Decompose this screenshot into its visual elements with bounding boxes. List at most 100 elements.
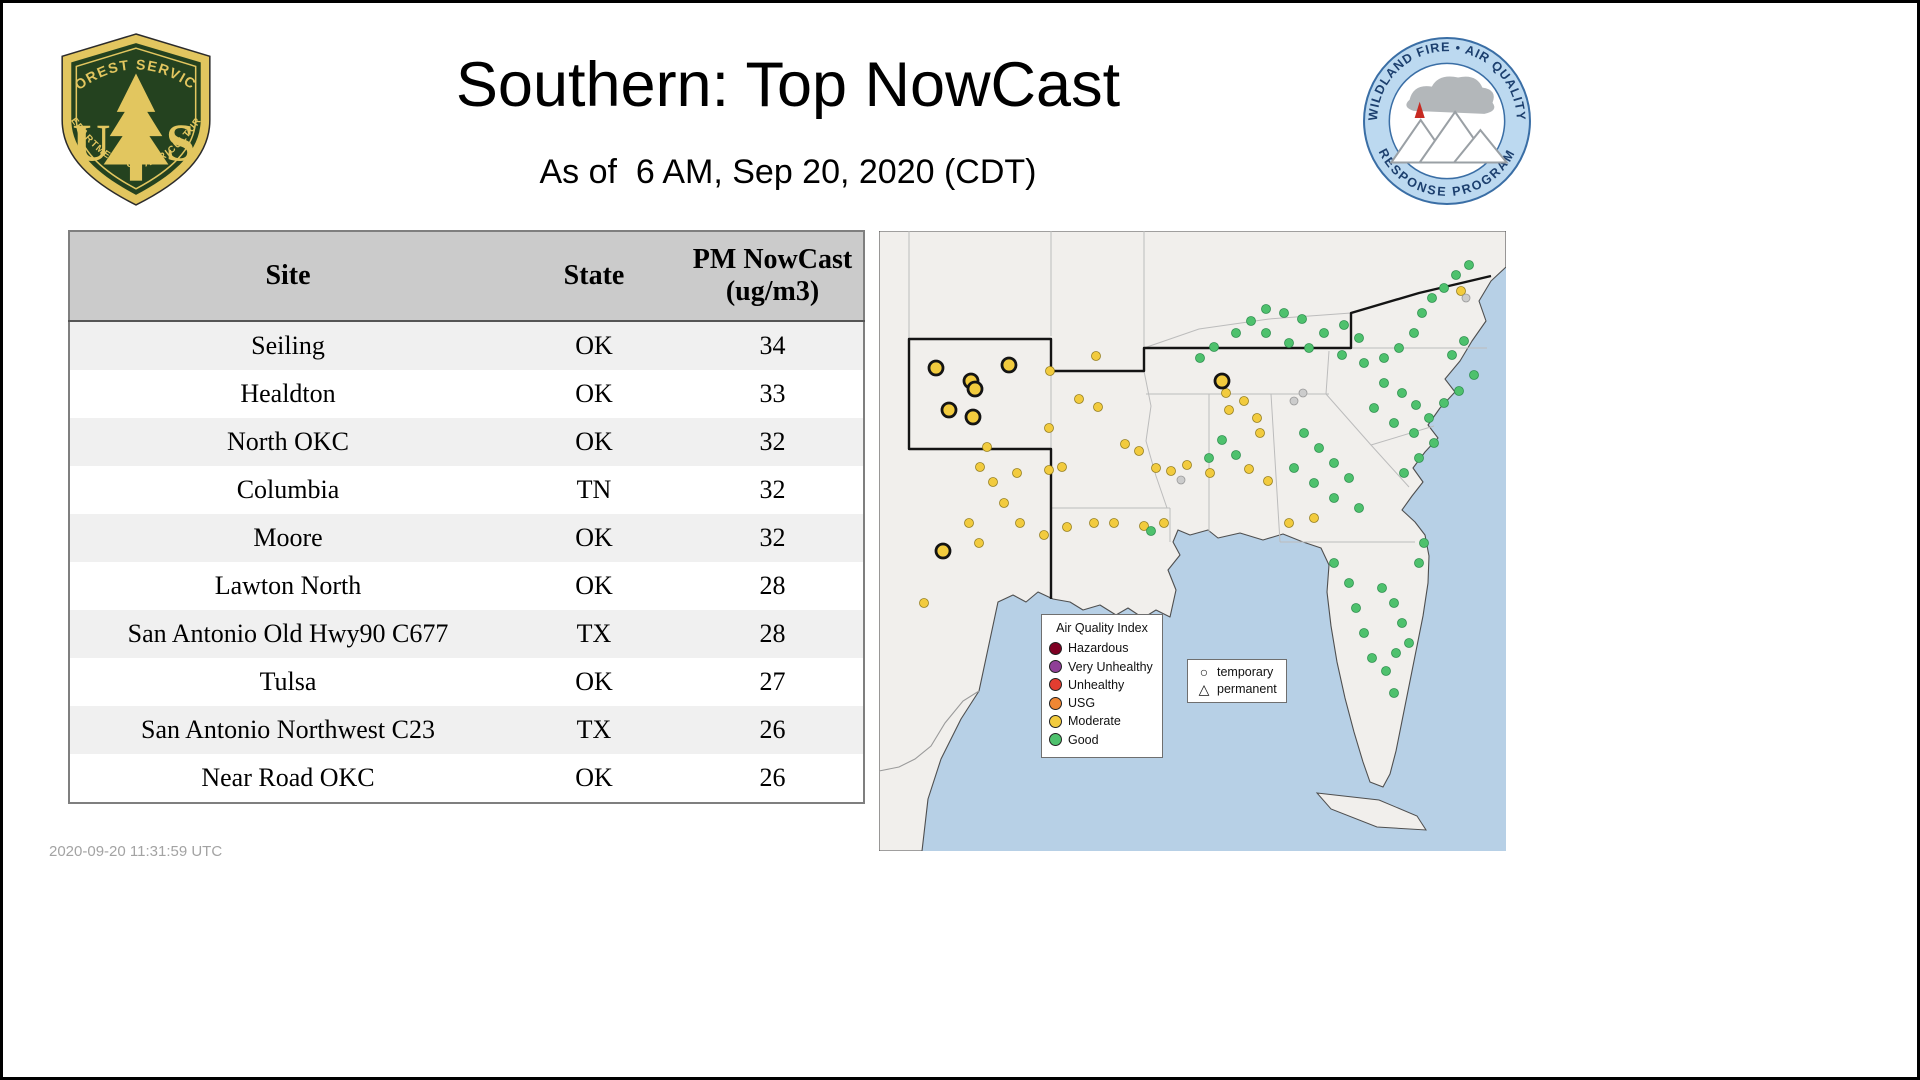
map-dot-moderate <box>982 442 992 452</box>
map-dot-inactive <box>1289 396 1299 406</box>
map-dot-good <box>1195 353 1205 363</box>
map-dot-moderate <box>1182 460 1192 470</box>
legend-swatch <box>1049 641 1062 655</box>
map-dot-moderate <box>1044 465 1054 475</box>
legend-label: Moderate <box>1068 714 1121 729</box>
map-dot-good <box>1409 328 1419 338</box>
map-cuba <box>1315 792 1427 831</box>
map-dot-moderate <box>1044 423 1054 433</box>
mountains-icon <box>1389 110 1509 164</box>
map-dot-moderate <box>1284 518 1294 528</box>
table-cell: OK <box>575 523 613 553</box>
map-dot-good <box>1447 350 1457 360</box>
table-cell: San Antonio Northwest C23 <box>141 715 435 745</box>
map-dot-good <box>1329 458 1339 468</box>
map-dot-good <box>1469 370 1479 380</box>
map-dot-good <box>1454 386 1464 396</box>
map-land <box>879 231 1506 851</box>
map-dot-moderate <box>1159 518 1169 528</box>
table-header-row: Site State PM NowCast (ug/m3) <box>69 231 864 323</box>
wfaqrp-logo-icon: WILDLAND FIRE • AIR QUALITY RESPONSE PRO… <box>1363 37 1531 205</box>
nowcast-table-wrap: Site State PM NowCast (ug/m3) Seiling OK 34 H… <box>68 230 865 805</box>
map-dot-good <box>1309 478 1319 488</box>
legend-label: Hazardous <box>1068 641 1129 656</box>
permanent-label: permanent <box>1217 681 1277 696</box>
table-row: Healdton OK 33 <box>69 370 864 419</box>
forest-service-monogram-u: U <box>73 114 111 172</box>
table-row: San Antonio Northwest C23 TX 26 <box>69 706 864 755</box>
map-dot-good <box>1394 343 1404 353</box>
table-cell: Lawton North <box>214 571 362 601</box>
table-cell: 32 <box>759 475 786 505</box>
legend-swatch <box>1049 733 1062 747</box>
map-dot-moderate <box>1244 464 1254 474</box>
map-dot-good <box>1414 558 1424 568</box>
legend-entry: Very Unhealthy <box>1049 659 1155 675</box>
map-dot-good <box>1297 314 1307 324</box>
table-row: Lawton North OK 28 <box>69 562 864 611</box>
map-dot-good <box>1369 403 1379 413</box>
map-dot-good <box>1314 443 1324 453</box>
map-dot-good <box>1389 418 1399 428</box>
state-border-lines <box>908 231 1487 543</box>
map-dot-temporary_moderate <box>934 542 952 560</box>
map-dot-moderate <box>1134 446 1144 456</box>
map-dot-moderate <box>919 598 929 608</box>
table-cell: 26 <box>759 763 786 793</box>
table-cell: Healdton <box>240 379 336 409</box>
map-dot-good <box>1399 468 1409 478</box>
map-dot-moderate <box>1093 402 1103 412</box>
map-dot-temporary_moderate <box>964 408 982 426</box>
map-dot-moderate <box>1015 518 1025 528</box>
column-header: State <box>506 231 682 323</box>
legend-entry: Good <box>1049 732 1155 748</box>
legend-swatch <box>1049 696 1062 710</box>
map-dot-moderate <box>999 498 1009 508</box>
temporary-monitor-icon: ○ <box>1199 664 1209 681</box>
map-dot-moderate <box>1166 466 1176 476</box>
map-dot-good <box>1289 463 1299 473</box>
map-dot-good <box>1397 618 1407 628</box>
table-cell: North OKC <box>226 427 350 457</box>
map-dot-good <box>1379 353 1389 363</box>
wfaqrp-logo: WILDLAND FIRE • AIR QUALITY RESPONSE PRO… <box>1361 35 1533 207</box>
table-row: Columbia TN 32 <box>69 466 864 515</box>
map-dot-moderate <box>974 538 984 548</box>
map-dot-good <box>1304 343 1314 353</box>
map-dot-temporary_moderate <box>927 359 945 377</box>
table-cell: 28 <box>759 619 786 649</box>
legend-label: Unhealthy <box>1068 677 1125 692</box>
table-cell: Near Road OKC <box>201 763 375 793</box>
map-dot-good <box>1261 304 1271 314</box>
as-of-subtitle: As of 6 AM, Sep 20, 2020 (CDT) <box>539 153 1037 191</box>
map-dot-good <box>1417 308 1427 318</box>
map-dot-temporary_moderate <box>1000 356 1018 374</box>
table-row: Near Road OKC OK 26 <box>69 754 864 804</box>
table-row: Tulsa OK 27 <box>69 658 864 707</box>
map-dot-inactive <box>1176 475 1186 485</box>
map-dot-good <box>1299 428 1309 438</box>
map-dot-good <box>1231 450 1241 460</box>
temporary-label: temporary <box>1217 665 1274 679</box>
table-cell: TX <box>576 619 612 649</box>
mexico-border-line <box>879 690 980 772</box>
symbol-legend-row-temporary: ○ temporary <box>1197 664 1277 681</box>
table-cell: Moore <box>253 523 323 553</box>
table-row: Moore OK 32 <box>69 514 864 563</box>
map-dot-good <box>1354 333 1364 343</box>
table-cell: 26 <box>759 715 786 745</box>
legend-swatch <box>1049 714 1062 728</box>
map-dot-good <box>1377 583 1387 593</box>
map-dot-moderate <box>1255 428 1265 438</box>
map-dot-moderate <box>1139 521 1149 531</box>
table-cell: Columbia <box>236 475 340 505</box>
map-dot-moderate <box>1062 522 1072 532</box>
page-title: Southern: Top NowCast <box>455 50 1121 120</box>
map-dot-good <box>1391 648 1401 658</box>
map-dot-good <box>1439 283 1449 293</box>
column-header: PM NowCast (ug/m3) <box>682 231 864 323</box>
map-dot-moderate <box>1221 388 1231 398</box>
map-dot-inactive <box>1298 388 1308 398</box>
monitor-dots-layer <box>919 260 1479 698</box>
